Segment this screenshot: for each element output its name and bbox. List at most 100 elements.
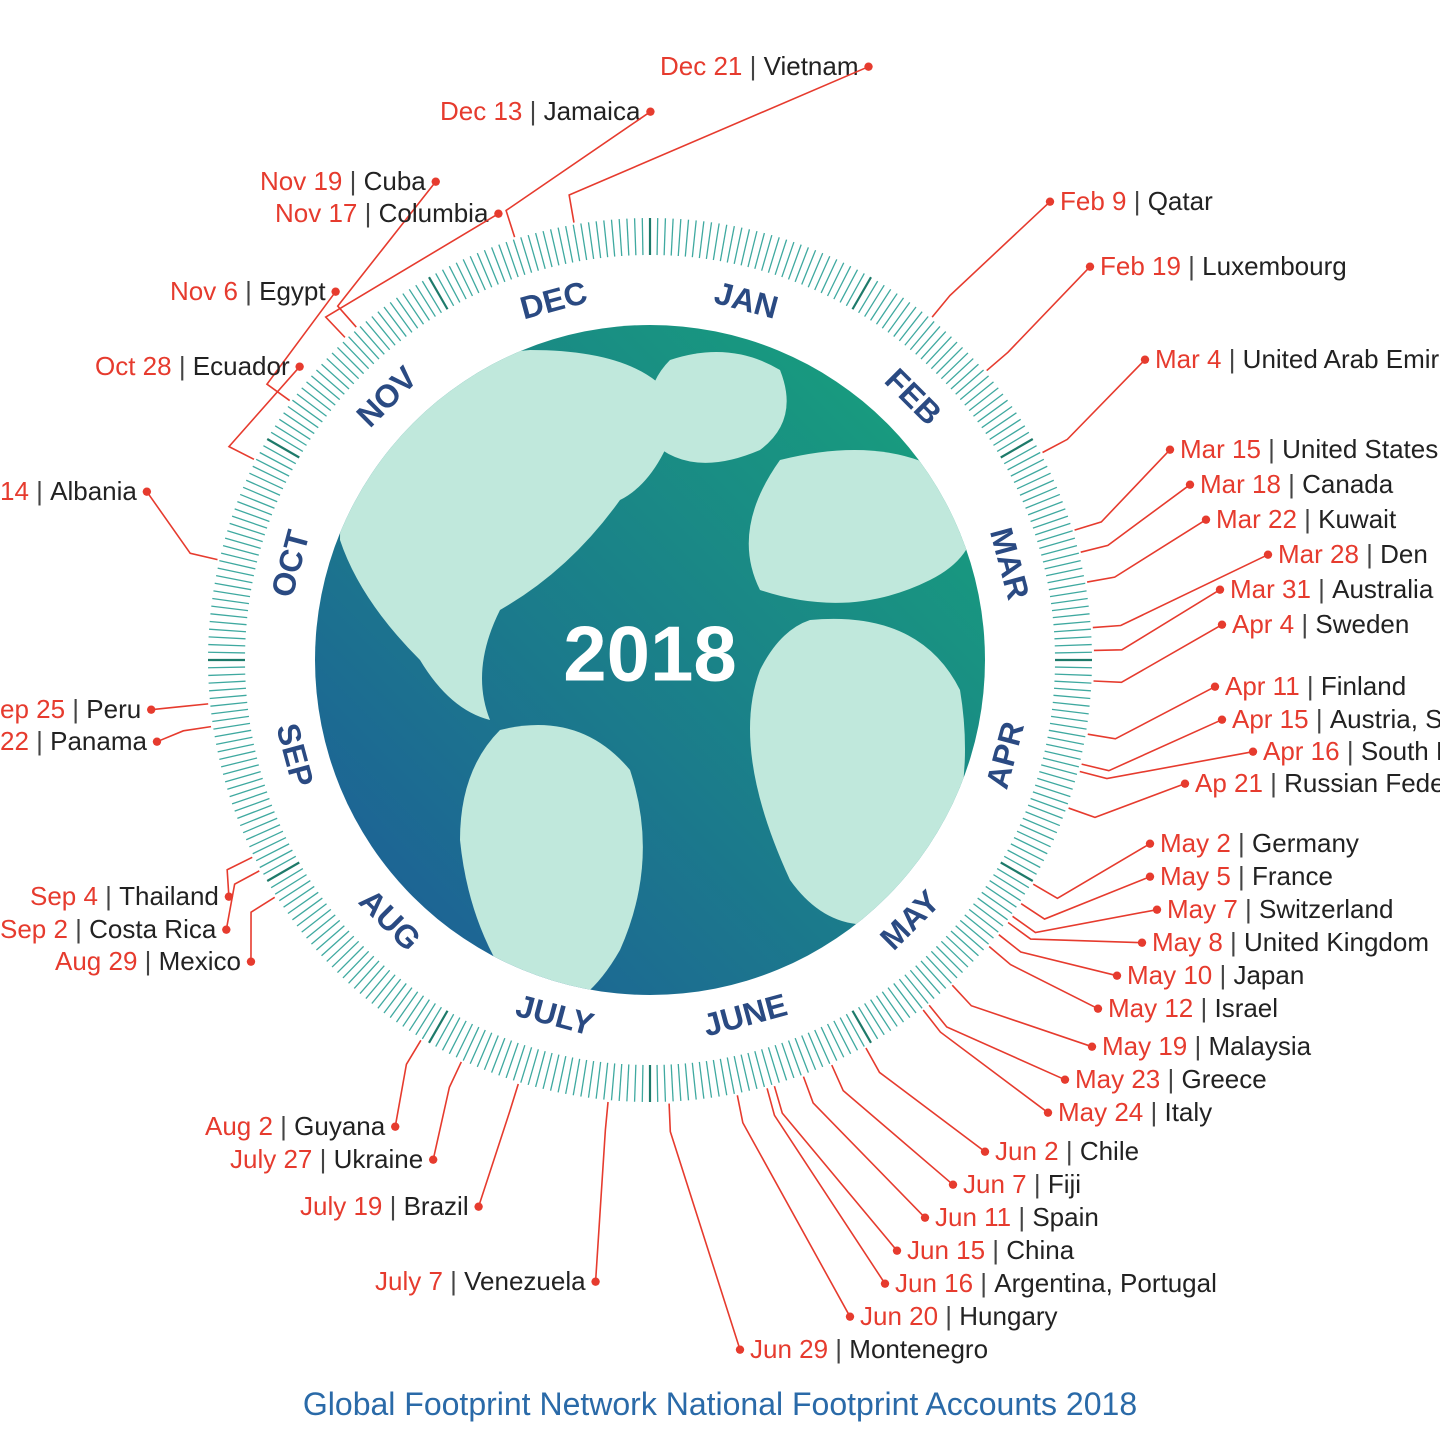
callout-dot <box>1044 1108 1052 1116</box>
callout-dot <box>646 107 654 115</box>
callout-label: Nov 6 | Egypt <box>170 276 326 306</box>
callout-label: May 19 | Malaysia <box>1102 1031 1312 1061</box>
callout-dot <box>432 177 440 185</box>
callout-label: Apr 11 | Finland <box>1225 671 1406 701</box>
callout-dot <box>429 1155 437 1163</box>
callout-dot <box>921 1213 929 1221</box>
callout-label: Apr 16 | South Ka <box>1263 736 1440 766</box>
callout-dot <box>1146 839 1154 847</box>
callout-leader <box>1094 590 1220 651</box>
callout-label: May 2 | Germany <box>1160 828 1359 858</box>
callout-dot <box>1046 197 1054 205</box>
callout-dot <box>1181 779 1189 787</box>
callout-dot <box>1186 480 1194 488</box>
callout-label: Jun 7 | Fiji <box>963 1169 1081 1199</box>
callout-label: Feb 19 | Luxembourg <box>1100 251 1347 281</box>
callout-label: Sep 4 | Thailand <box>30 881 219 911</box>
callout-label: July 7 | Venezuela <box>375 1266 586 1296</box>
callout-label: Jun 2 | Chile <box>995 1136 1139 1166</box>
callout-dot <box>474 1202 482 1210</box>
callout-label: 14 | Albania <box>0 476 137 506</box>
callout-leader <box>989 947 1098 1009</box>
callout-label: May 24 | Italy <box>1058 1097 1212 1127</box>
callout-leader <box>774 1086 897 1250</box>
callout-leader <box>147 492 218 560</box>
callout-leader <box>1021 877 1150 919</box>
callout-label: July 19 | Brazil <box>300 1191 469 1221</box>
callout-dot <box>1146 872 1154 880</box>
callout-dot <box>893 1246 901 1254</box>
callout-dot <box>736 1345 744 1353</box>
callout-dot <box>864 62 872 70</box>
callout-label: Mar 4 | United Arab Emirat <box>1155 344 1440 374</box>
callout-dot <box>494 209 502 217</box>
caption: Global Footprint Network National Footpr… <box>303 1386 1137 1422</box>
callout-label: May 10 | Japan <box>1127 960 1304 990</box>
callout-dot <box>1249 747 1257 755</box>
callout-dot <box>147 705 155 713</box>
callout-dot <box>846 1312 854 1320</box>
callout-label: Mar 31 | Australia <box>1230 574 1434 604</box>
callout-leader <box>929 1005 1065 1079</box>
callout-dot <box>1166 445 1174 453</box>
callout-dot <box>1088 1042 1096 1050</box>
callout-dot <box>591 1277 599 1285</box>
callout-dot <box>949 1180 957 1188</box>
callout-leader <box>866 1048 985 1152</box>
callout-dot <box>143 487 151 495</box>
callout-dot <box>1218 620 1226 628</box>
callout-label: Ap 21 | Russian Federati <box>1195 768 1440 798</box>
callout-label: May 7 | Switzerland <box>1167 894 1393 924</box>
callout-leader <box>1094 625 1222 683</box>
callout-label: 22 | Panama <box>0 726 148 756</box>
callout-label: May 5 | France <box>1160 861 1333 891</box>
callout-leader <box>157 727 211 742</box>
callout-label: Jun 20 | Hungary <box>860 1301 1058 1331</box>
callout-dot <box>1153 905 1161 913</box>
callout-label: July 27 | Ukraine <box>230 1144 423 1174</box>
callout-label: ep 25 | Peru <box>0 694 141 724</box>
callout-dot <box>295 362 303 370</box>
callout-leader <box>569 67 868 223</box>
callout-leader <box>1033 844 1150 899</box>
callout-leader <box>596 1102 608 1282</box>
callout-leader <box>1075 450 1170 530</box>
callout-label: Mar 18 | Canada <box>1200 469 1394 499</box>
callout-leader <box>395 1040 421 1126</box>
callout-leader <box>1087 520 1206 582</box>
callout-dot <box>1216 585 1224 593</box>
callout-label: Dec 13 | Jamaica <box>440 96 641 126</box>
callout-label: Mar 15 | United States <box>1180 434 1438 464</box>
callout-dot <box>1061 1075 1069 1083</box>
callout-label: May 12 | Israel <box>1108 993 1278 1023</box>
callout-dot <box>391 1122 399 1130</box>
callout-label: May 23 | Greece <box>1075 1064 1267 1094</box>
callout-leader <box>987 267 1090 371</box>
callout-leader <box>151 704 208 710</box>
callout-dot <box>1202 515 1210 523</box>
callout-leader <box>226 871 259 930</box>
callout-dot <box>222 925 230 933</box>
callout-dot <box>1094 1004 1102 1012</box>
callout-leader <box>1069 784 1185 818</box>
callout-label: Sep 2 | Costa Rica <box>0 914 217 944</box>
callout-dot <box>153 737 161 745</box>
callout-label: Dec 21 | Vietnam <box>660 51 859 81</box>
callout-label: Jun 29 | Montenegro <box>750 1334 988 1364</box>
callout-label: Apr 4 | Sweden <box>1232 609 1409 639</box>
callout-label: Apr 15 | Austria, Sing <box>1232 704 1440 734</box>
callout-leader <box>803 1077 925 1218</box>
callout-leader <box>251 897 275 961</box>
callout-label: Oct 28 | Ecuador <box>95 351 290 381</box>
callout-dot <box>1141 355 1149 363</box>
center-year: 2018 <box>563 610 737 698</box>
callout-leader <box>506 112 650 237</box>
callout-dot <box>1218 715 1226 723</box>
callout-leader <box>932 202 1050 317</box>
callout-label: Mar 22 | Kuwait <box>1216 504 1397 534</box>
callout-leader <box>1043 360 1145 453</box>
callout-label: Aug 2 | Guyana <box>205 1111 386 1141</box>
callout-dot <box>1113 971 1121 979</box>
callout-label: Feb 9 | Qatar <box>1060 186 1213 216</box>
callout-leader <box>767 1088 885 1283</box>
